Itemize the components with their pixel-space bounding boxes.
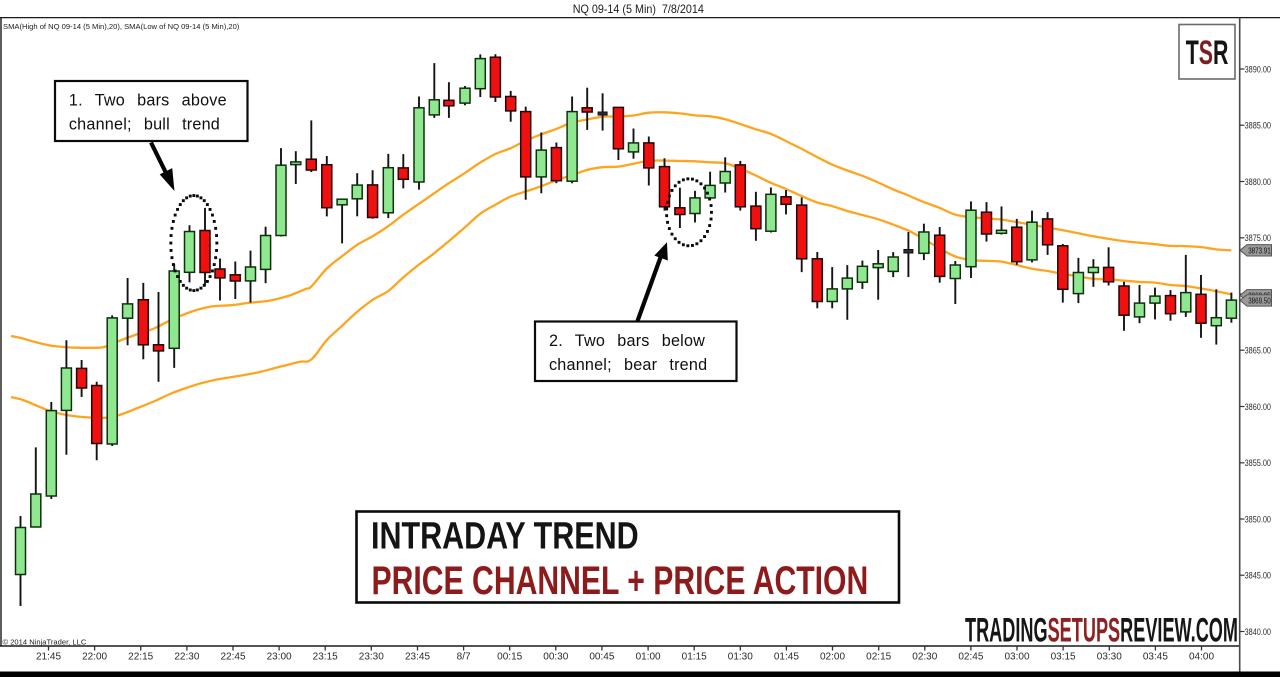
svg-text:NQ 09-14 (5 Min) 7/8/2014: NQ 09-14 (5 Min) 7/8/2014 [573,3,705,16]
svg-text:3880.00: 3880.00 [1245,177,1271,187]
svg-text:02:45: 02:45 [958,652,983,663]
svg-text:03:30: 03:30 [1097,652,1122,663]
svg-text:3865.00: 3865.00 [1245,346,1271,356]
svg-text:03:45: 03:45 [1143,652,1168,663]
svg-text:02:00: 02:00 [820,652,845,663]
svg-text:INTRADAY TREND: INTRADAY TREND [371,515,639,558]
svg-text:23:15: 23:15 [313,652,338,663]
svg-text:TRADINGSETUPSREVIEW.COM: TRADINGSETUPSREVIEW.COM [965,612,1238,650]
svg-text:21:45: 21:45 [36,652,61,663]
svg-text:22:00: 22:00 [82,652,107,663]
svg-text:3855.00: 3855.00 [1245,458,1271,468]
svg-text:23:00: 23:00 [267,652,292,663]
svg-text:01:45: 01:45 [774,652,799,663]
svg-text:3873.91: 3873.91 [1248,246,1271,256]
svg-text:00:30: 00:30 [543,652,568,663]
svg-text:1. Two bars above: 1. Two bars above [69,92,227,110]
svg-text:© 2014 NinjaTrader, LLC: © 2014 NinjaTrader, LLC [3,638,87,647]
svg-text:02:30: 02:30 [912,652,937,663]
svg-text:3860.00: 3860.00 [1245,402,1271,412]
svg-text:SMA(High of NQ 09-14 (5 Min),2: SMA(High of NQ 09-14 (5 Min),20), SMA(Lo… [3,22,240,31]
svg-text:3875.00: 3875.00 [1245,233,1271,243]
svg-text:00:45: 00:45 [589,652,614,663]
svg-text:channel; bull trend: channel; bull trend [69,116,220,134]
svg-text:22:45: 22:45 [220,652,245,663]
svg-text:3845.00: 3845.00 [1245,571,1271,581]
svg-text:01:00: 01:00 [636,652,661,663]
svg-text:PRICE CHANNEL + PRICE ACTION: PRICE CHANNEL + PRICE ACTION [372,559,869,603]
svg-text:3840.00: 3840.00 [1245,627,1271,637]
svg-text:22:15: 22:15 [128,652,153,663]
svg-text:3885.00: 3885.00 [1245,121,1271,131]
svg-text:03:00: 03:00 [1004,652,1029,663]
svg-text:8/7: 8/7 [457,652,471,663]
svg-text:TSR: TSR [1186,34,1229,72]
svg-text:04:00: 04:00 [1189,652,1214,663]
svg-text:2. Two bars below: 2. Two bars below [549,332,705,350]
svg-text:00:15: 00:15 [497,652,522,663]
svg-text:01:30: 01:30 [728,652,753,663]
svg-text:channel; bear trend: channel; bear trend [549,356,707,374]
svg-text:22:30: 22:30 [174,652,199,663]
svg-text:3890.00: 3890.00 [1245,64,1271,74]
svg-text:01:15: 01:15 [682,652,707,663]
svg-text:23:45: 23:45 [405,652,430,663]
svg-text:02:15: 02:15 [866,652,891,663]
svg-text:03:15: 03:15 [1051,652,1076,663]
svg-text:23:30: 23:30 [359,652,384,663]
svg-text:3869.50: 3869.50 [1248,296,1271,306]
svg-text:3850.00: 3850.00 [1245,514,1271,524]
